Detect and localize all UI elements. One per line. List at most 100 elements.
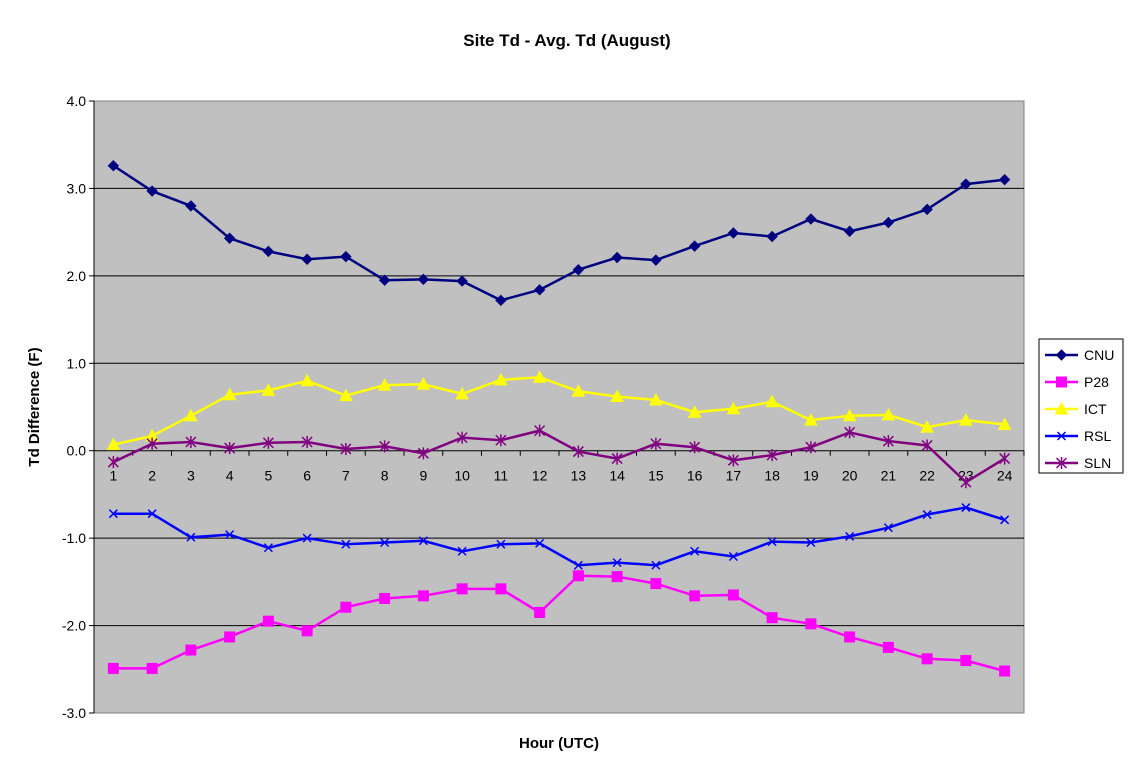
point-cnu (223, 232, 236, 244)
point-ict (610, 389, 624, 403)
x-tick-label: 2 (148, 468, 156, 484)
point-ict (261, 383, 276, 396)
point-rsl (883, 523, 893, 533)
y-tick-label: 4.0 (67, 93, 87, 109)
legend-marker-ict (1054, 401, 1069, 415)
point-cnu (262, 245, 275, 258)
point-p28 (495, 583, 507, 595)
point-p28 (921, 653, 933, 665)
line-cnu (112, 164, 1005, 302)
point-rsl (1000, 515, 1010, 525)
point-cnu (378, 274, 391, 286)
point-rsl (225, 530, 235, 540)
point-sln (727, 454, 739, 467)
legend-label-sln: SLN (1084, 455, 1111, 471)
point-p28 (689, 590, 701, 602)
x-tick-label: 6 (303, 468, 311, 484)
y-tick-label: 0.0 (67, 443, 87, 459)
x-tick-label: 3 (187, 468, 195, 484)
point-ict (920, 420, 934, 433)
point-ict (804, 413, 818, 426)
point-cnu (998, 173, 1011, 186)
point-p28 (340, 601, 352, 613)
y-tick-label: -1.0 (62, 530, 86, 546)
point-cnu (456, 275, 468, 287)
point-ict (687, 405, 702, 418)
point-cnu (805, 213, 817, 225)
x-tick-label: 19 (803, 468, 819, 484)
point-ict (959, 413, 973, 426)
point-ict (765, 394, 779, 408)
point-sln (882, 435, 894, 448)
point-cnu (766, 230, 778, 243)
legend-label-rsl: RSL (1084, 428, 1111, 444)
series-p28 (107, 570, 1011, 677)
point-p28 (766, 612, 778, 624)
point-ict (842, 408, 857, 422)
point-p28 (379, 592, 391, 604)
point-ict (455, 386, 469, 400)
point-cnu (572, 264, 585, 276)
point-sln (262, 436, 274, 449)
y-tick-label: 3.0 (67, 180, 87, 196)
point-cnu (650, 254, 662, 266)
x-axis-title: Hour (UTC) (519, 735, 599, 752)
point-cnu (688, 240, 701, 252)
point-p28 (185, 644, 197, 656)
point-sln (340, 442, 352, 455)
y-tick-label: -2.0 (62, 618, 86, 634)
point-sln (224, 442, 236, 455)
point-rsl (380, 537, 390, 548)
x-tick-label: 9 (419, 468, 427, 484)
point-cnu (960, 178, 972, 190)
point-p28 (611, 571, 623, 583)
x-axis: 1 2 3 4 5 6 7 8 9 10 11 12 13 14 15 16 17 18 19 20 21 22 23 24 (93, 450, 1025, 484)
point-ict (106, 437, 121, 451)
point-p28 (650, 578, 662, 590)
gridlines (94, 187, 1024, 627)
point-cnu (495, 294, 507, 307)
point-sln (766, 449, 778, 462)
point-sln (650, 437, 662, 450)
point-sln (146, 437, 158, 450)
point-rsl (690, 546, 700, 556)
legend-label-p28: P28 (1084, 374, 1109, 390)
chart-title: Site Td - Avg. Td (August) (463, 31, 670, 50)
x-tick-label: 8 (381, 468, 389, 484)
x-tick-label: 17 (726, 468, 742, 484)
legend-marker-rsl (1056, 431, 1067, 441)
point-rsl (263, 543, 273, 553)
series-cnu (107, 159, 1011, 307)
point-p28 (301, 625, 313, 637)
point-sln (107, 456, 119, 469)
point-cnu (727, 227, 740, 239)
point-rsl (961, 503, 971, 513)
point-sln (689, 441, 701, 454)
point-rsl (922, 510, 932, 520)
series-sln (107, 424, 1011, 489)
line-rsl (113, 506, 1005, 567)
point-sln (960, 476, 972, 489)
point-ict (184, 408, 198, 422)
y-tick-label: 2.0 (67, 268, 87, 284)
point-cnu (611, 251, 623, 264)
point-ict (339, 388, 353, 402)
x-tick-label: 22 (919, 468, 935, 484)
x-tick-label: 4 (226, 468, 234, 484)
point-cnu (882, 216, 895, 229)
point-p28 (224, 631, 236, 643)
x-tick-label: 21 (881, 468, 897, 484)
point-p28 (999, 665, 1011, 677)
x-tick-label: 10 (454, 468, 470, 484)
point-ict (416, 377, 431, 390)
legend-marker-p28 (1056, 376, 1067, 388)
point-rsl (573, 560, 583, 570)
point-ict (494, 372, 508, 386)
point-p28 (805, 618, 817, 630)
legend-box (1038, 338, 1124, 474)
point-sln (611, 452, 623, 465)
point-rsl (845, 531, 855, 541)
point-p28 (262, 615, 274, 627)
point-p28 (844, 631, 856, 643)
